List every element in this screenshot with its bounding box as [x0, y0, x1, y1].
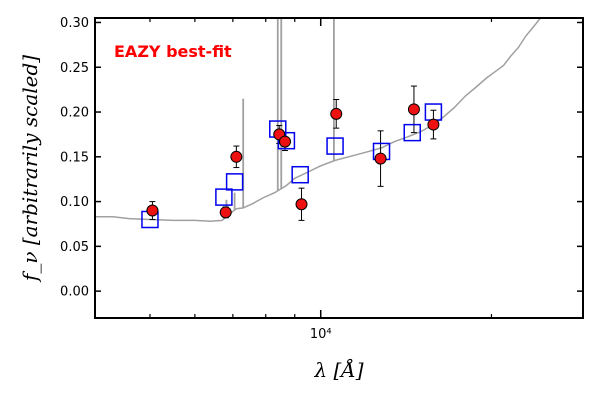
observed-point: [219, 206, 232, 219]
y-axis-title: f_ν [arbitrarily scaled]: [18, 55, 42, 283]
model-fluxes: [141, 103, 443, 229]
observed-point: [407, 103, 420, 116]
observed-point: [374, 152, 387, 165]
x-tick-label: 10⁴: [310, 327, 332, 342]
y-tick-label: 0.05: [60, 240, 89, 255]
model-point: [215, 188, 233, 206]
x-axis-title: λ [Å]: [313, 357, 363, 382]
observed-fluxes: [146, 103, 440, 219]
model-point: [291, 165, 309, 184]
y-tick-label: 0.00: [60, 285, 89, 300]
observed-point: [146, 204, 159, 217]
observed-point: [278, 135, 291, 148]
observed-point: [330, 107, 343, 120]
y-tick-label: 0.30: [60, 16, 89, 31]
model-point: [403, 123, 422, 142]
plot-frame: [94, 17, 584, 319]
observed-point: [295, 198, 308, 211]
y-tick-label: 0.20: [60, 106, 89, 121]
observed-point: [230, 150, 243, 163]
annotation-label: EAZY best-fit: [114, 42, 232, 61]
y-tick-label: 0.10: [60, 195, 89, 210]
model-point: [277, 131, 296, 150]
y-tick-label: 0.25: [60, 61, 89, 76]
template-continuum: [95, 18, 542, 223]
observed-point: [427, 118, 440, 131]
error-bars: [149, 85, 437, 221]
model-point: [326, 137, 344, 155]
tick-labels: 0.00 0.05 0.10 0.15 0.20 0.25 0.30 10⁴: [60, 16, 332, 342]
axis-ticks: [95, 18, 583, 318]
model-point: [225, 173, 244, 191]
y-tick-label: 0.15: [60, 150, 89, 165]
